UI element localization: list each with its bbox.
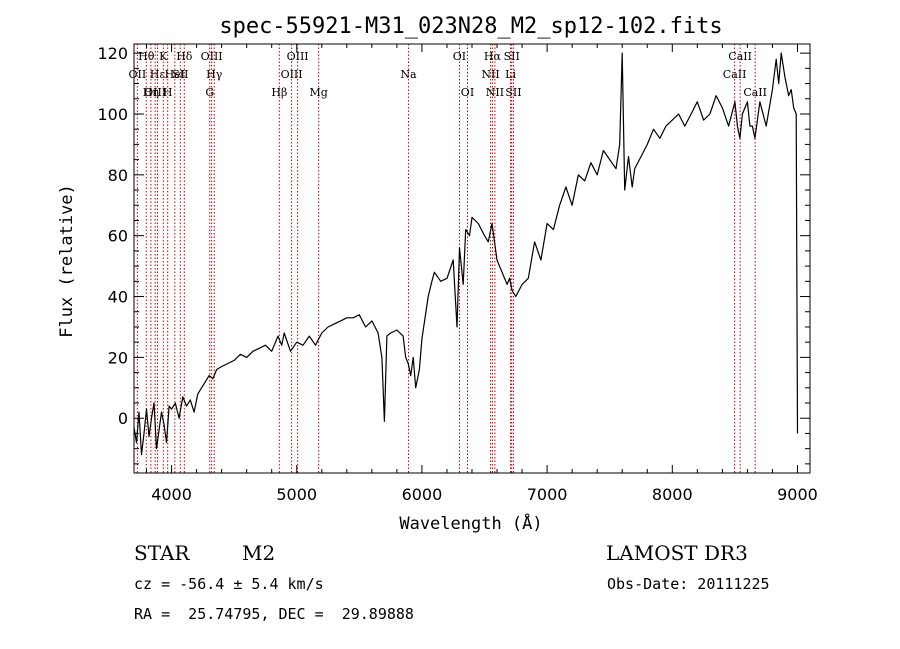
y-axis-ticks: 0 20 40 60 80 100 120 — [97, 44, 810, 465]
x-tick-label: 7000 — [527, 485, 568, 504]
emission-line-label: Na — [400, 68, 417, 81]
emission-line-label: Hβ — [271, 86, 287, 99]
emission-line-label: Hδ — [176, 50, 193, 63]
x-axis-label: Wavelength (Å) — [399, 512, 542, 534]
emission-line-label: K — [159, 50, 168, 63]
x-tick-label: 9000 — [777, 485, 818, 504]
emission-line-label: SII — [172, 68, 188, 81]
emission-line-label: OIII — [144, 86, 166, 99]
emission-line-label: Hα — [484, 50, 502, 63]
emission-line-label: HeI — [165, 68, 185, 81]
emission-line-label: OIII — [201, 50, 223, 63]
y-tick-label: 120 — [97, 44, 128, 63]
observation-date: Obs-Date: 20111225 — [607, 575, 770, 593]
x-tick-label: 5000 — [276, 485, 317, 504]
y-tick-label: 100 — [97, 105, 128, 124]
coordinates: RA = 25.74795, DEC = 29.89888 — [134, 605, 414, 623]
emission-line-label: Hε — [150, 68, 166, 81]
y-axis-label: Flux (relative) — [57, 184, 77, 338]
survey-name: LAMOST DR3 — [606, 541, 748, 565]
x-tick-label: 8000 — [652, 485, 693, 504]
emission-line-label: OI — [453, 50, 466, 63]
y-tick-label: 80 — [108, 166, 128, 185]
y-tick-label: 0 — [118, 409, 128, 428]
emission-line-label: Li — [505, 68, 516, 81]
x-axis-ticks: 4000 5000 6000 7000 8000 9000 — [146, 44, 818, 504]
plot-frame — [133, 43, 811, 474]
y-tick-label: 40 — [108, 288, 128, 307]
emission-line-label: CaII — [728, 50, 752, 63]
redshift-cz: cz = -56.4 ± 5.4 km/s — [134, 575, 324, 593]
y-tick-label: 20 — [108, 348, 128, 367]
emission-line-label: SII — [505, 86, 521, 99]
y-tick-label: 60 — [108, 227, 128, 246]
emission-line-label: Mg — [309, 86, 327, 99]
emission-line-label: CaII — [723, 68, 747, 81]
emission-line-markers — [136, 44, 756, 473]
emission-line-label: OI — [461, 86, 474, 99]
object-class: STAR — [134, 541, 190, 565]
emission-line-label: H — [163, 86, 173, 99]
emission-line-label: SII — [504, 50, 520, 63]
emission-line-label: NII — [481, 68, 499, 81]
emission-line-label: Hη — [143, 86, 159, 99]
x-tick-label: 6000 — [402, 485, 443, 504]
emission-line-label: OIII — [281, 68, 303, 81]
spectrum-series-line — [133, 52, 799, 456]
emission-line-label: G — [205, 86, 214, 99]
object-subclass: M2 — [242, 541, 275, 565]
chart-title: spec-55921-M31_023N28_M2_sp12-102.fits — [219, 14, 722, 39]
emission-line-label: OII — [129, 68, 147, 81]
emission-line-label: CaII — [743, 86, 767, 99]
emission-line-label: Hθ — [138, 50, 155, 63]
emission-line-label: Hγ — [206, 68, 223, 81]
emission-line-label: NII — [486, 86, 504, 99]
x-tick-label: 4000 — [151, 485, 192, 504]
emission-line-label: OIII — [287, 50, 309, 63]
